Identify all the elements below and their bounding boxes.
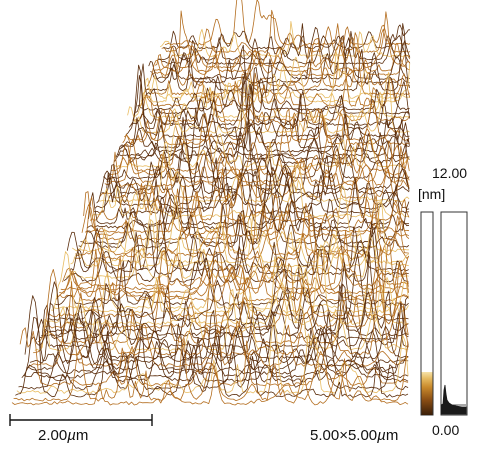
surface-profile-line	[96, 157, 410, 207]
surface-profile-line	[84, 170, 410, 233]
surface-profile-line	[60, 230, 409, 291]
colorbar	[420, 211, 468, 416]
surface-profile-line	[128, 64, 410, 130]
surface-profile-line	[156, 33, 411, 65]
surface-profile-line	[23, 311, 409, 379]
surface-profile-line	[161, 9, 411, 53]
surface-profile-line	[89, 167, 410, 222]
surface-profile-line	[159, 21, 410, 57]
surface-profile-line	[143, 42, 410, 96]
surface-profile-line	[93, 168, 410, 214]
surface-profile-line	[163, 23, 411, 50]
colorbar-fill	[421, 372, 433, 415]
surface-profile-line	[19, 327, 409, 387]
surface-profile-line	[18, 343, 409, 390]
surface-profile-line	[98, 141, 410, 203]
surface-profile-line	[154, 11, 411, 69]
scale-bar	[9, 414, 153, 426]
surface-profile-line	[122, 108, 410, 145]
surface-profile-line	[137, 67, 410, 111]
scale-bar-label: 2.00µm	[38, 427, 89, 444]
surface-profile-line	[52, 265, 409, 310]
surface-profile-line	[124, 95, 410, 142]
surface-profile-line	[127, 71, 410, 134]
surface-profile-line	[146, 38, 410, 88]
surface-profile-line	[15, 317, 409, 398]
surface-profile-line	[26, 296, 409, 371]
surface-profile-line	[164, 0, 411, 46]
surface-profile-line	[57, 241, 409, 298]
histogram-box	[440, 211, 468, 416]
surface-profile-line	[120, 84, 410, 149]
surface-profile-line	[16, 316, 409, 394]
surface-profile-line	[130, 75, 410, 126]
surface-profile-line	[80, 169, 410, 245]
surface-profile-line	[68, 224, 409, 272]
surface-profile-line	[33, 245, 409, 356]
surface-profile-line	[94, 154, 410, 210]
colorbar-min-label: 0.00	[432, 422, 460, 438]
surface-profile-line	[158, 27, 411, 61]
colorbar-max-label: 12.00	[432, 165, 468, 181]
surface-profile-line	[59, 255, 409, 295]
surface-profile-lines	[11, 0, 411, 406]
surface-profile-line	[153, 10, 410, 73]
surface-profile-line	[63, 203, 409, 283]
surface-profile-line	[31, 281, 409, 360]
surface-profile-line	[117, 124, 410, 157]
surface-profile-line	[150, 38, 410, 80]
surface-profile-line	[142, 50, 410, 99]
height-histogram	[440, 384, 467, 415]
scan-size-label: 5.00×5.00µm	[310, 427, 399, 444]
surface-profile-line	[42, 251, 409, 333]
surface-profile-line	[11, 364, 409, 406]
surface-profile-line	[145, 23, 411, 92]
surface-profile-line	[55, 267, 409, 302]
surface-profile-line	[133, 79, 410, 119]
colorbar-unit-label: [nm]	[418, 186, 446, 202]
